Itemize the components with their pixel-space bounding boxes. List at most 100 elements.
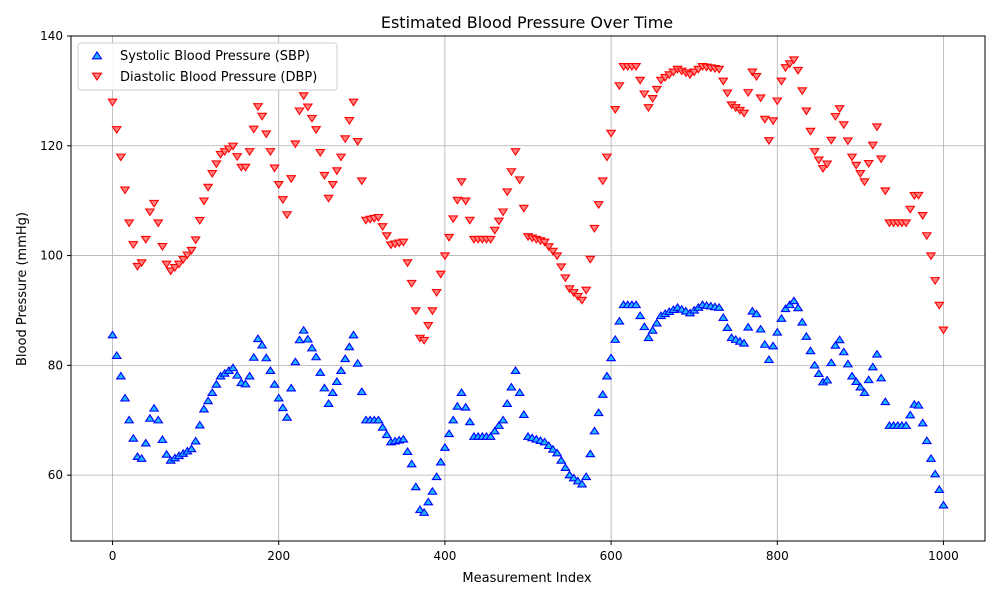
x-tick-label: 600 bbox=[600, 549, 623, 563]
data-point bbox=[610, 105, 621, 114]
data-point bbox=[202, 183, 214, 192]
data-point bbox=[119, 186, 131, 195]
data-point bbox=[315, 148, 326, 157]
data-point bbox=[938, 500, 949, 509]
y-tick-label: 140 bbox=[40, 29, 63, 43]
data-point bbox=[871, 349, 883, 358]
data-point bbox=[111, 126, 122, 135]
data-point bbox=[140, 235, 151, 244]
data-point bbox=[655, 76, 667, 85]
data-point bbox=[659, 73, 671, 82]
data-point bbox=[439, 252, 451, 261]
data-point bbox=[335, 153, 347, 162]
data-point bbox=[643, 104, 654, 113]
data-point bbox=[826, 358, 837, 367]
data-point bbox=[580, 472, 592, 481]
data-point bbox=[306, 114, 318, 123]
y-tick-label: 120 bbox=[40, 139, 63, 153]
data-point bbox=[373, 213, 384, 222]
data-point bbox=[788, 296, 800, 305]
data-point bbox=[572, 476, 584, 485]
data-point bbox=[917, 212, 928, 220]
data-point bbox=[684, 71, 696, 80]
data-point bbox=[755, 324, 766, 333]
data-point bbox=[601, 153, 613, 162]
data-point bbox=[294, 107, 305, 116]
data-point bbox=[572, 292, 584, 301]
data-point bbox=[634, 76, 646, 85]
data-point bbox=[418, 336, 430, 345]
data-point bbox=[921, 436, 933, 445]
data-point bbox=[290, 357, 301, 366]
data-point bbox=[331, 377, 343, 386]
data-point bbox=[859, 178, 870, 187]
data-point bbox=[115, 153, 127, 162]
data-point bbox=[427, 486, 438, 495]
data-point bbox=[813, 369, 825, 377]
data-point bbox=[755, 94, 766, 103]
data-layer bbox=[107, 56, 949, 516]
data-point bbox=[514, 388, 525, 396]
data-point bbox=[801, 331, 812, 340]
data-point bbox=[859, 388, 870, 396]
data-point bbox=[693, 65, 704, 74]
data-point bbox=[871, 123, 883, 132]
data-point bbox=[497, 208, 509, 217]
legend-box bbox=[77, 42, 338, 91]
data-point bbox=[406, 279, 417, 288]
data-point bbox=[435, 270, 446, 279]
data-point bbox=[207, 388, 218, 396]
data-point bbox=[136, 259, 147, 268]
data-point bbox=[427, 307, 438, 316]
data-point bbox=[377, 223, 388, 232]
chart-title: Estimated Blood Pressure Over Time bbox=[381, 13, 673, 32]
data-point bbox=[348, 330, 359, 339]
data-point bbox=[784, 60, 795, 69]
data-point bbox=[107, 330, 118, 339]
data-point bbox=[123, 219, 135, 228]
data-point bbox=[576, 296, 588, 305]
data-point bbox=[589, 224, 600, 233]
data-point bbox=[830, 112, 841, 121]
data-point bbox=[414, 505, 426, 514]
data-point bbox=[161, 260, 172, 269]
data-point bbox=[722, 89, 733, 98]
data-point bbox=[668, 68, 679, 77]
data-point bbox=[348, 98, 359, 107]
data-point bbox=[285, 175, 297, 184]
data-point bbox=[128, 433, 139, 442]
data-point bbox=[173, 260, 185, 269]
data-point bbox=[763, 137, 775, 146]
data-point bbox=[597, 389, 608, 398]
data-point bbox=[265, 366, 276, 375]
series-dbp bbox=[107, 56, 949, 345]
data-point bbox=[323, 194, 334, 203]
data-point bbox=[772, 327, 783, 336]
data-point bbox=[157, 435, 168, 444]
data-point bbox=[506, 168, 517, 177]
data-point bbox=[306, 343, 318, 352]
data-point bbox=[651, 85, 663, 94]
data-point bbox=[809, 360, 820, 369]
data-point bbox=[256, 112, 268, 121]
data-point bbox=[443, 233, 455, 242]
data-point bbox=[323, 398, 334, 407]
data-point bbox=[227, 363, 239, 372]
data-point bbox=[796, 317, 808, 326]
data-point bbox=[880, 187, 891, 196]
y-tick-label: 60 bbox=[48, 468, 63, 482]
data-point bbox=[198, 197, 210, 206]
data-point bbox=[302, 334, 314, 343]
data-point bbox=[518, 204, 530, 213]
data-point bbox=[261, 130, 272, 139]
data-point bbox=[277, 196, 289, 205]
data-point bbox=[398, 238, 409, 247]
data-point bbox=[564, 285, 575, 294]
data-point bbox=[177, 256, 189, 265]
data-point bbox=[543, 441, 554, 450]
data-point bbox=[223, 145, 235, 154]
data-point bbox=[855, 170, 866, 179]
data-point bbox=[589, 426, 600, 435]
data-point bbox=[423, 497, 434, 506]
data-point bbox=[801, 107, 812, 116]
